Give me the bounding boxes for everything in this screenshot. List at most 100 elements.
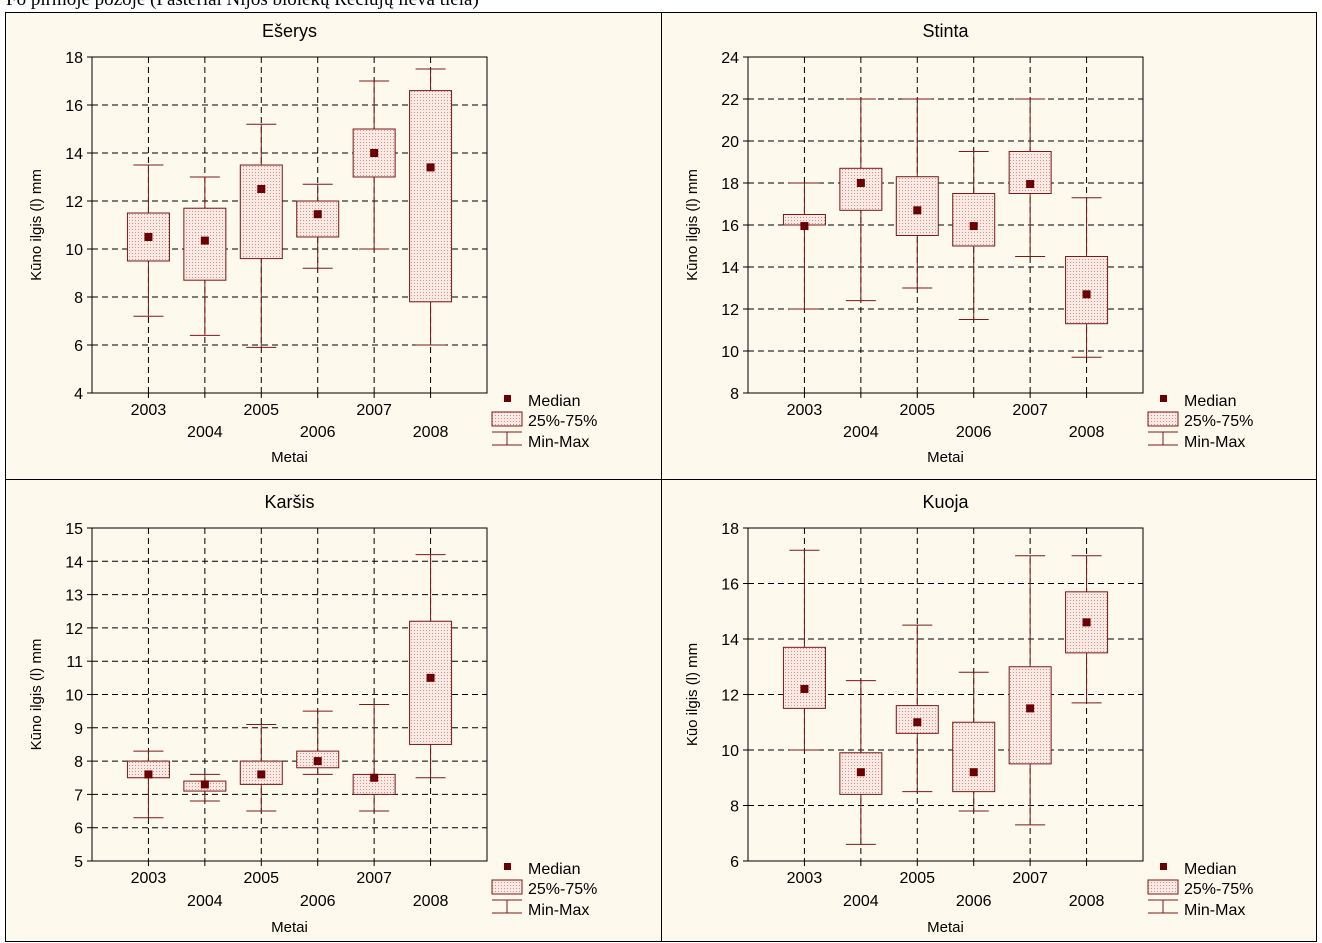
p0-plot-frame [91, 56, 488, 394]
p2-xtick-label-1: 2004 [187, 893, 223, 910]
p0-legend-minmax-label: Min-Max [528, 434, 589, 451]
p0-median-4 [370, 149, 379, 157]
p1-median-2 [913, 206, 922, 215]
p0-median-2 [257, 185, 266, 193]
p1-median-1 [856, 179, 865, 187]
p3-box-3 [952, 721, 996, 793]
p1-xtick-label-3: 2006 [956, 424, 992, 441]
p3-legend-median-label: Median [1184, 861, 1236, 878]
p2-ytick-label-3: 8 [74, 754, 83, 771]
p2-chart-title: Karšis [264, 492, 314, 512]
p0-ytick-label-3: 10 [65, 242, 83, 259]
p3-median-5 [1082, 618, 1091, 627]
p0-ytick-label-5: 14 [65, 146, 83, 163]
p3-ytick-label-5: 16 [721, 577, 739, 594]
p1-xtick-label-0: 2003 [787, 402, 823, 419]
p0-xtick-label-0: 2003 [131, 402, 167, 419]
p2-ytick-label-9: 14 [65, 554, 83, 571]
p2-ytick-label-8: 13 [65, 588, 83, 605]
p0-box-3 [296, 200, 340, 238]
p1-y-axis-label: Kūno ilgis (l) mm [684, 169, 701, 281]
p1-ytick-label-7: 22 [721, 92, 739, 109]
p2-median-0 [144, 770, 153, 779]
p1-xtick-label-4: 2007 [1012, 402, 1048, 419]
p3-box-0 [782, 646, 826, 709]
p0-xtick-label-3: 2006 [300, 424, 336, 441]
p3-legend-iqr-swatch [1147, 879, 1179, 895]
p0-ytick-label-0: 4 [74, 386, 83, 403]
p1-legend-minmax-label: Min-Max [1184, 434, 1245, 451]
p1-chart-title: Stinta [922, 21, 969, 41]
chart-panel-eserys: Ešerys 4 6 8 10 12 14 16 18 2003 2004 2005 2006 2007 2… [28, 21, 597, 466]
p2-box-5 [409, 620, 453, 745]
p2-median-2 [257, 770, 266, 779]
chart-panel-stinta: Stinta 8 10 12 14 16 18 20 22 24 2003 2004 2005 2006 2… [684, 21, 1253, 466]
p3-x-axis-label: Metai [927, 919, 964, 936]
p0-chart-title: Ešerys [262, 21, 317, 41]
p2-median-5 [426, 673, 435, 682]
p2-x-axis-label: Metai [271, 919, 308, 936]
p0-median-1 [200, 236, 209, 245]
p1-ytick-label-0: 8 [730, 386, 739, 403]
p2-median-4 [370, 773, 379, 782]
p1-legend-median-label: Median [1184, 393, 1236, 410]
p2-ytick-label-7: 12 [65, 621, 83, 638]
p3-xtick-label-0: 2003 [787, 870, 823, 887]
p3-ytick-label-6: 18 [721, 521, 739, 538]
p3-y-axis-label: Kūo ilgis (l) mm [684, 643, 701, 746]
p2-xtick-label-3: 2006 [300, 893, 336, 910]
p3-median-2 [913, 718, 922, 727]
p2-legend-iqr-swatch [491, 879, 523, 895]
p2-xtick-label-5: 2008 [413, 893, 449, 910]
p3-median-0 [800, 684, 809, 693]
p1-ytick-label-5: 18 [721, 176, 739, 193]
chart-panel-karsis: Karšis 5 6 7 8 9 10 11 12 13 14 15 2003 2004 2005 2006 2… [28, 492, 597, 936]
p0-ytick-label-6: 16 [65, 98, 83, 115]
p1-xtick-label-2: 2005 [899, 402, 935, 419]
p2-legend-median-label: Median [528, 861, 580, 878]
p0-legend-median-marker [504, 395, 511, 402]
p2-ytick-label-2: 7 [74, 787, 83, 804]
p0-xtick-label-1: 2004 [187, 424, 223, 441]
p1-median-5 [1082, 290, 1091, 299]
p2-y-axis-label: Kūno ilgis (l) mm [28, 639, 45, 751]
p1-ytick-label-1: 10 [721, 344, 739, 361]
p1-xtick-label-1: 2004 [843, 424, 879, 441]
p2-ytick-label-4: 9 [74, 721, 83, 738]
p1-ytick-label-6: 20 [721, 134, 739, 151]
p1-ytick-label-3: 14 [721, 260, 739, 277]
p3-ytick-label-0: 6 [730, 854, 739, 871]
p1-median-4 [1026, 180, 1035, 189]
p0-box-0 [126, 212, 170, 262]
p2-legend-minmax-label: Min-Max [528, 902, 589, 919]
p1-box-3 [952, 193, 996, 247]
p3-box-4 [1008, 666, 1052, 765]
p2-ytick-label-0: 5 [74, 854, 83, 871]
p0-median-5 [426, 163, 435, 172]
p3-median-1 [856, 768, 865, 777]
p0-median-0 [144, 233, 153, 241]
p0-xtick-label-2: 2005 [243, 402, 279, 419]
p3-median-3 [969, 768, 978, 777]
p3-xtick-label-2: 2005 [899, 870, 935, 887]
p0-ytick-label-1: 6 [74, 338, 83, 355]
p0-xtick-label-4: 2007 [356, 402, 392, 419]
p2-median-1 [200, 780, 209, 789]
p2-ytick-label-1: 6 [74, 821, 83, 838]
p2-xtick-label-4: 2007 [356, 870, 392, 887]
p1-ytick-label-8: 24 [721, 50, 739, 67]
p1-legend-iqr-label: 25%-75% [1184, 413, 1253, 430]
p0-box-2 [239, 164, 283, 260]
p1-box-5 [1065, 256, 1109, 325]
p2-ytick-label-5: 10 [65, 688, 83, 705]
p0-legend-median-label: Median [528, 393, 580, 410]
p1-x-axis-label: Metai [927, 449, 964, 466]
p2-median-3 [313, 757, 322, 766]
p3-ytick-label-2: 10 [721, 743, 739, 760]
p0-median-3 [313, 210, 322, 219]
p3-legend-iqr-label: 25%-75% [1184, 881, 1253, 898]
p2-legend-iqr-label: 25%-75% [528, 881, 597, 898]
panel-divider-horizontal [6, 479, 1316, 480]
p3-median-4 [1026, 704, 1035, 713]
p2-ytick-label-10: 15 [65, 521, 83, 538]
